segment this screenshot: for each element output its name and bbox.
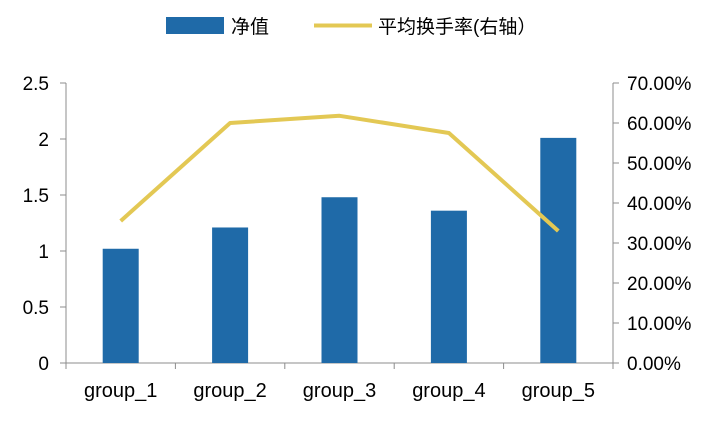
category-label: group_4 bbox=[412, 380, 485, 402]
right-tick-label: 0.00% bbox=[627, 354, 681, 375]
right-tick-label: 30.00% bbox=[627, 234, 692, 255]
left-tick-label: 0 bbox=[38, 354, 49, 375]
left-tick-label: 1.5 bbox=[23, 186, 49, 207]
left-tick-label: 2 bbox=[38, 130, 49, 151]
legend-bar-label: 净值 bbox=[231, 16, 269, 38]
legend: 净值 平均换手率(右轴） bbox=[166, 16, 536, 38]
category-label: group_1 bbox=[84, 380, 157, 402]
category-label: group_2 bbox=[193, 380, 266, 402]
category-label: group_3 bbox=[303, 380, 376, 402]
left-tick-label: 2.5 bbox=[23, 74, 49, 95]
bar-group_3 bbox=[322, 197, 358, 363]
left-tick-label: 0.5 bbox=[23, 298, 49, 319]
bar-group_5 bbox=[540, 138, 576, 363]
right-tick-label: 20.00% bbox=[627, 274, 692, 295]
bar-group_1 bbox=[103, 249, 139, 363]
right-tick-label: 10.00% bbox=[627, 314, 692, 335]
right-axis-ticks: 0.00% 10.00% 20.00% 30.00% 40.00% 50.00% 60.00… bbox=[613, 74, 692, 375]
right-tick-label: 60.00% bbox=[627, 114, 692, 135]
right-tick-label: 50.00% bbox=[627, 154, 692, 175]
left-tick-label: 1 bbox=[38, 242, 49, 263]
legend-line-label: 平均换手率(右轴） bbox=[378, 16, 536, 38]
left-axis-ticks: 0 0.5 1 1.5 2 2.5 bbox=[23, 74, 66, 375]
right-tick-label: 70.00% bbox=[627, 74, 692, 95]
legend-bar-swatch bbox=[166, 17, 224, 34]
bar-group_4 bbox=[431, 211, 467, 363]
category-label: group_5 bbox=[522, 380, 595, 402]
right-tick-label: 40.00% bbox=[627, 194, 692, 215]
category-labels: group_1 group_2 group_3 group_4 group_5 bbox=[66, 363, 613, 402]
bar-group_2 bbox=[212, 227, 248, 363]
